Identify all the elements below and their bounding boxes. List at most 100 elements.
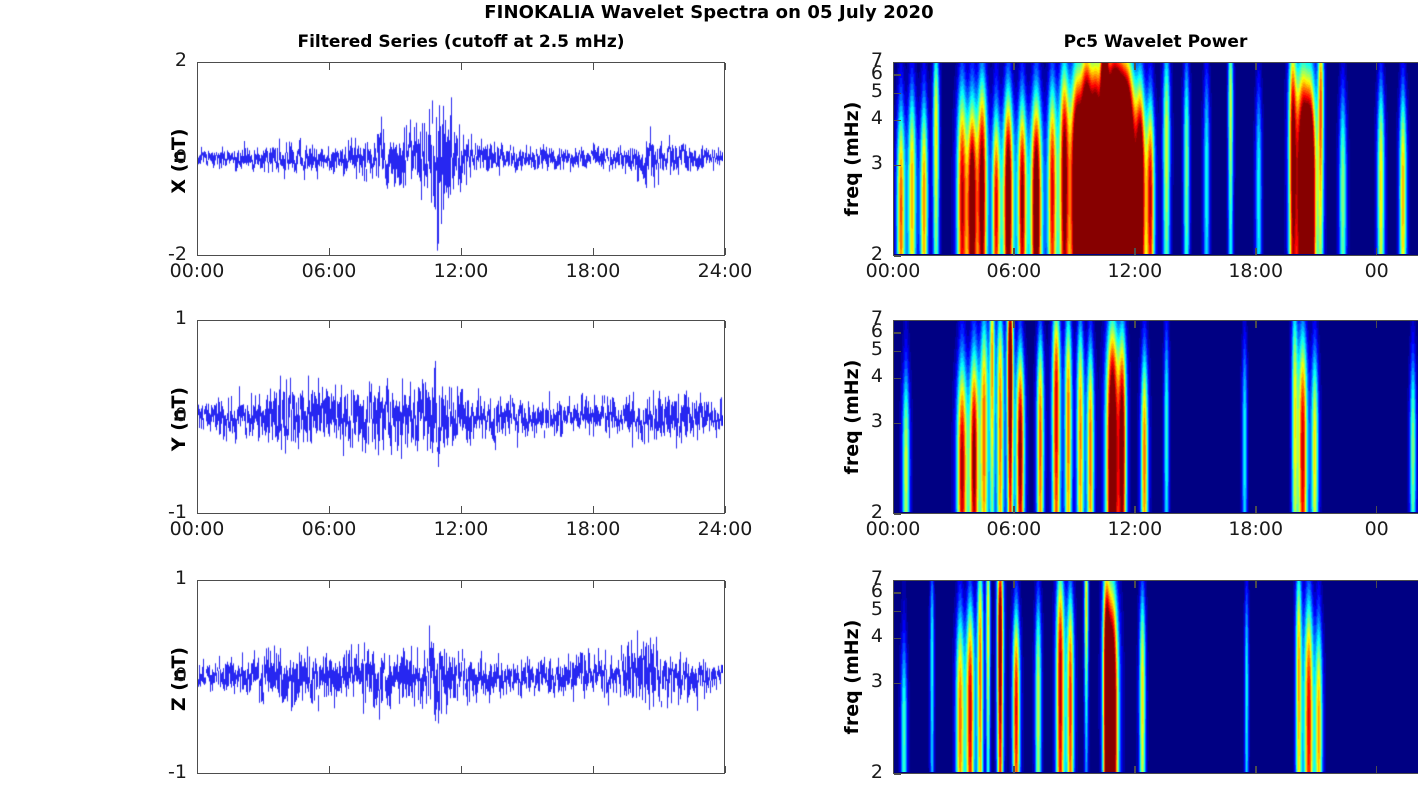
freqtick-z-4: 4 — [870, 625, 883, 648]
xtickmark-sp-z-1 — [1013, 766, 1015, 773]
xtickmark-sp-top-z-1 — [1013, 581, 1015, 588]
freqtick-x-3: 3 — [870, 152, 883, 175]
xtickmark-ts-top-z-3 — [592, 581, 594, 588]
xtickmark-sp-y-1 — [1013, 506, 1015, 513]
xtick-sp-x-3: 18:00 — [1228, 260, 1284, 282]
xtickmark-sp-top-z-0 — [892, 581, 894, 588]
left-column-title: Filtered Series (cutoff at 2.5 mHz) — [297, 32, 625, 52]
xtickmark-ts-x-1 — [328, 248, 330, 255]
xtickmark-ts-y-4 — [724, 506, 726, 513]
freqtickmark-x-3 — [894, 92, 901, 94]
freqtick-y-5: 5 — [870, 338, 883, 361]
panel-timeseries-x — [197, 62, 725, 256]
xtick-ts-x-0: 00:00 — [169, 260, 225, 282]
panel-timeseries-y — [197, 320, 725, 514]
freqtickmark-x-4 — [894, 74, 901, 76]
xtick-ts-y-2: 12:00 — [433, 518, 489, 540]
timeseries-y-canvas — [198, 321, 723, 512]
xtickmark-ts-z-4 — [724, 766, 726, 773]
xtickmark-ts-top-z-1 — [328, 581, 330, 588]
xtick-sp-x-4: 00 — [1364, 260, 1389, 282]
xtickmark-sp-x-2 — [1134, 248, 1136, 255]
xtickmark-sp-z-0 — [892, 766, 894, 773]
freqtickmark-z-0 — [894, 773, 901, 775]
xtickmark-sp-top-z-4 — [1376, 581, 1378, 588]
xtickmark-sp-top-z-2 — [1134, 581, 1136, 588]
freqtickmark-y-1 — [894, 422, 901, 425]
xtickmark-sp-top-y-4 — [1376, 321, 1378, 328]
xtickmark-ts-top-y-4 — [724, 321, 726, 328]
ytick-z-1: 1 — [174, 567, 187, 589]
xtickmark-ts-top-x-3 — [592, 63, 594, 70]
xtickmark-sp-top-x-0 — [892, 63, 894, 70]
ytick-y--1: -1 — [168, 501, 187, 523]
freqtickmark-z-5 — [894, 579, 901, 581]
xtickmark-sp-top-y-1 — [1013, 321, 1015, 328]
xtick-sp-y-1: 06:00 — [986, 518, 1042, 540]
timeseries-z-canvas — [198, 581, 723, 772]
xtickmark-ts-z-2 — [460, 766, 462, 773]
xtickmark-sp-z-3 — [1255, 766, 1257, 773]
xtickmark-ts-x-3 — [592, 248, 594, 255]
xtickmark-ts-top-y-3 — [592, 321, 594, 328]
xtick-sp-y-3: 18:00 — [1228, 518, 1284, 540]
freqtick-z-2: 2 — [870, 761, 883, 783]
xtickmark-sp-x-3 — [1255, 248, 1257, 255]
ytick-y-1: 1 — [174, 307, 187, 329]
xtickmark-sp-y-3 — [1255, 506, 1257, 513]
freqtick-x-6: 6 — [870, 61, 883, 84]
freqtickmark-z-3 — [894, 610, 901, 612]
freqtickmark-x-2 — [894, 119, 901, 121]
xtickmark-ts-x-0 — [196, 248, 198, 255]
panel-timeseries-z — [197, 580, 725, 774]
xtickmark-ts-top-y-0 — [196, 321, 198, 328]
freqtick-z-5: 5 — [870, 598, 883, 621]
xtick-ts-x-3: 18:00 — [565, 260, 621, 282]
xtick-ts-y-0: 00:00 — [169, 518, 225, 540]
freqtick-x-4: 4 — [870, 107, 883, 130]
xtick-ts-y-4: 24:00 — [697, 518, 753, 540]
panel-spectrogram-x — [893, 62, 1418, 256]
panel-spectrogram-z — [893, 580, 1418, 774]
xtickmark-ts-y-0 — [196, 506, 198, 513]
xtickmark-sp-top-y-0 — [892, 321, 894, 328]
xtick-sp-y-0: 00:00 — [865, 518, 921, 540]
xtick-sp-y-4: 00 — [1364, 518, 1389, 540]
freqtickmark-z-1 — [894, 682, 901, 685]
timeseries-x-canvas — [198, 63, 723, 254]
xtickmark-ts-y-3 — [592, 506, 594, 513]
xtickmark-sp-top-z-3 — [1255, 581, 1257, 588]
xtickmark-sp-z-4 — [1376, 766, 1378, 773]
xtickmark-ts-x-2 — [460, 248, 462, 255]
freqtick-x-2: 2 — [870, 243, 883, 265]
xtick-sp-x-1: 06:00 — [986, 260, 1042, 282]
xtick-ts-x-4: 24:00 — [697, 260, 753, 282]
freqtickmark-z-4 — [894, 592, 901, 594]
freqtickmark-x-0 — [894, 255, 901, 257]
xtickmark-sp-y-2 — [1134, 506, 1136, 513]
xtickmark-sp-x-1 — [1013, 248, 1015, 255]
freqtick-y-6: 6 — [870, 319, 883, 342]
freqtickmark-y-3 — [894, 350, 901, 352]
xtickmark-ts-top-z-0 — [196, 581, 198, 588]
ytick-x-0: 0 — [174, 146, 187, 168]
xtickmark-ts-top-x-2 — [460, 63, 462, 70]
xtickmark-ts-x-4 — [724, 248, 726, 255]
freqtickmark-y-2 — [894, 377, 901, 379]
xtickmark-ts-top-z-2 — [460, 581, 462, 588]
xtickmark-ts-y-1 — [328, 506, 330, 513]
freqtick-y-2: 2 — [870, 501, 883, 523]
freqtick-z-3: 3 — [870, 670, 883, 693]
xtickmark-sp-top-x-2 — [1134, 63, 1136, 70]
xtickmark-ts-top-y-2 — [460, 321, 462, 328]
xtickmark-sp-z-2 — [1134, 766, 1136, 773]
xtickmark-sp-top-x-3 — [1255, 63, 1257, 70]
xtickmark-sp-top-y-3 — [1255, 321, 1257, 328]
xtickmark-sp-y-0 — [892, 506, 894, 513]
xtickmark-sp-x-0 — [892, 248, 894, 255]
freqtickmark-z-2 — [894, 637, 901, 639]
ytick-x--2: -2 — [168, 243, 187, 265]
ytick-x-2: 2 — [174, 49, 187, 71]
xtickmark-sp-x-4 — [1376, 248, 1378, 255]
